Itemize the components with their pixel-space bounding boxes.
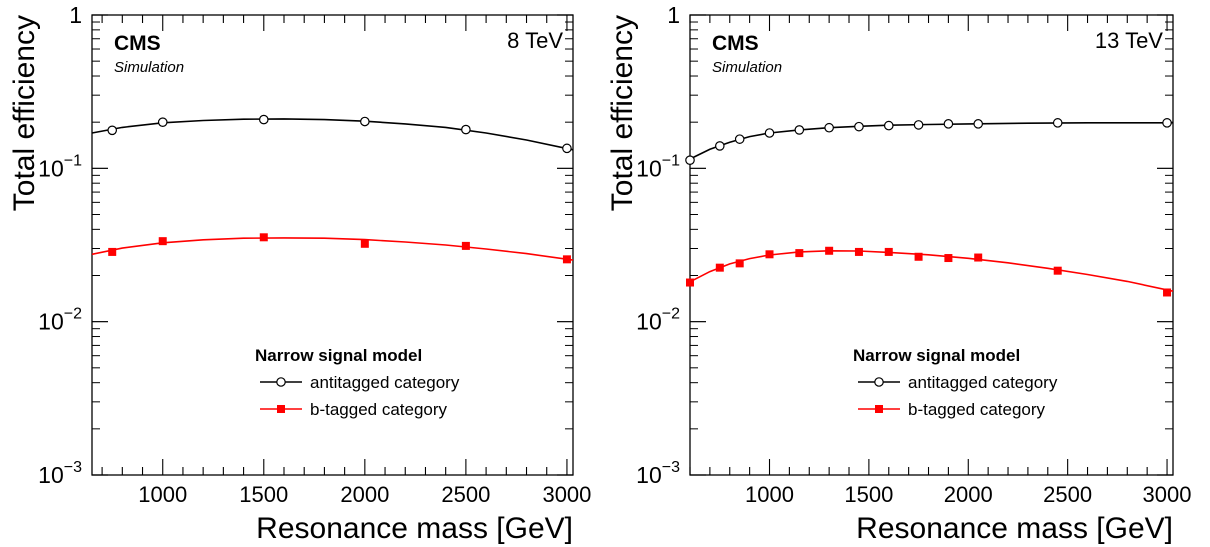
data-point-antitagged [943,119,954,129]
simulation-label: Simulation [712,59,782,76]
y-tick-label: 10−2 [636,306,680,335]
data-point-btagged [884,247,893,256]
panel-13tev: 1 10−1 10−2 10−3 1000 1500 2000 2500 3000 Resonan… [606,2,1192,545]
plot-frame [689,14,1174,476]
data-point-antitagged [1052,118,1063,128]
legend-marker-btagged [875,405,883,413]
data-point-btagged [765,250,774,259]
y-tick-label: 10−2 [38,306,82,335]
data-point-btagged [1163,288,1172,297]
data-point-antitagged [883,120,894,131]
x-tick-label: 3000 [542,482,591,507]
data-point-btagged [108,247,117,256]
x-tick-label: 1000 [138,482,187,507]
data-point-btagged [360,239,369,248]
x-tick-label: 1500 [239,482,288,507]
data-point-antitagged [764,128,775,138]
x-tick-label: 2000 [944,482,993,507]
x-tick-label: 1000 [745,482,794,507]
panel-8tev: 1 10−1 10−2 10−3 1000 1500 2000 2500 3000 Resonan… [8,2,591,545]
energy-label: 13 TeV [1095,28,1163,53]
x-axis-title: Resonance mass [GeV] [856,512,1173,545]
legend-marker-btagged [277,405,285,413]
data-point-antitagged [157,117,168,127]
data-point-btagged [461,241,470,250]
x-tick-label: 3000 [1143,482,1192,507]
data-point-antitagged [734,134,745,144]
data-point-btagged [854,247,863,256]
data-point-btagged [825,246,834,255]
data-point-antitagged [360,116,370,127]
data-point-btagged [974,253,983,262]
x-tick-label: 1500 [844,482,893,507]
data-point-btagged [259,233,268,242]
data-point-btagged [735,259,744,268]
cms-label: CMS [114,32,161,55]
data-point-btagged [944,254,953,263]
data-point-antitagged [824,122,834,133]
y-axis-title: Total efficiency [606,15,639,211]
data-point-antitagged [1162,118,1172,128]
data-point-antitagged [107,125,118,136]
y-tick-label: 10−3 [38,459,82,488]
x-axis-title: Resonance mass [GeV] [256,512,573,545]
data-point-antitagged [794,125,805,135]
x-tick-label: 2500 [1043,482,1092,507]
y-tick-label: 1 [69,2,82,28]
legend-entry: b-tagged category [310,400,448,419]
fit-curve-btagged [689,249,1174,292]
x-tick-label: 2500 [441,482,490,507]
data-point-antitagged [461,124,471,135]
data-point-btagged [715,263,724,272]
y-axis-title: Total efficiency [8,15,41,211]
data-point-btagged [795,249,804,258]
legend-entry: b-tagged category [908,400,1046,419]
data-point-antitagged [258,114,269,125]
data-point-antitagged [562,143,572,154]
y-tick-label: 10−3 [636,459,680,488]
data-point-antitagged [913,120,924,130]
fit-curve-antitagged [689,122,1173,160]
y-tick-label: 10−1 [38,152,82,181]
simulation-label: Simulation [114,59,184,76]
data-point-antitagged [685,155,695,165]
data-point-btagged [914,252,923,261]
data-point-antitagged [973,119,984,129]
energy-label: 8 TeV [507,28,563,53]
x-tick-label: 2000 [340,482,389,507]
data-point-btagged [158,237,167,246]
data-point-btagged [686,278,694,287]
y-tick-label: 1 [667,2,680,28]
data-point-antitagged [854,121,864,132]
plot-frame [91,14,574,476]
data-point-antitagged [715,141,725,151]
legend-title: Narrow signal model [853,346,1020,365]
legend-title: Narrow signal model [255,346,422,365]
legend-marker-antitagged [276,377,286,387]
legend-entry: antitagged category [310,373,460,392]
data-point-btagged [562,255,571,264]
data-point-btagged [1053,266,1062,275]
legend-entry: antitagged category [908,373,1058,392]
cms-label: CMS [712,32,759,55]
legend-marker-antitagged [874,377,884,387]
y-tick-label: 10−1 [636,152,680,181]
